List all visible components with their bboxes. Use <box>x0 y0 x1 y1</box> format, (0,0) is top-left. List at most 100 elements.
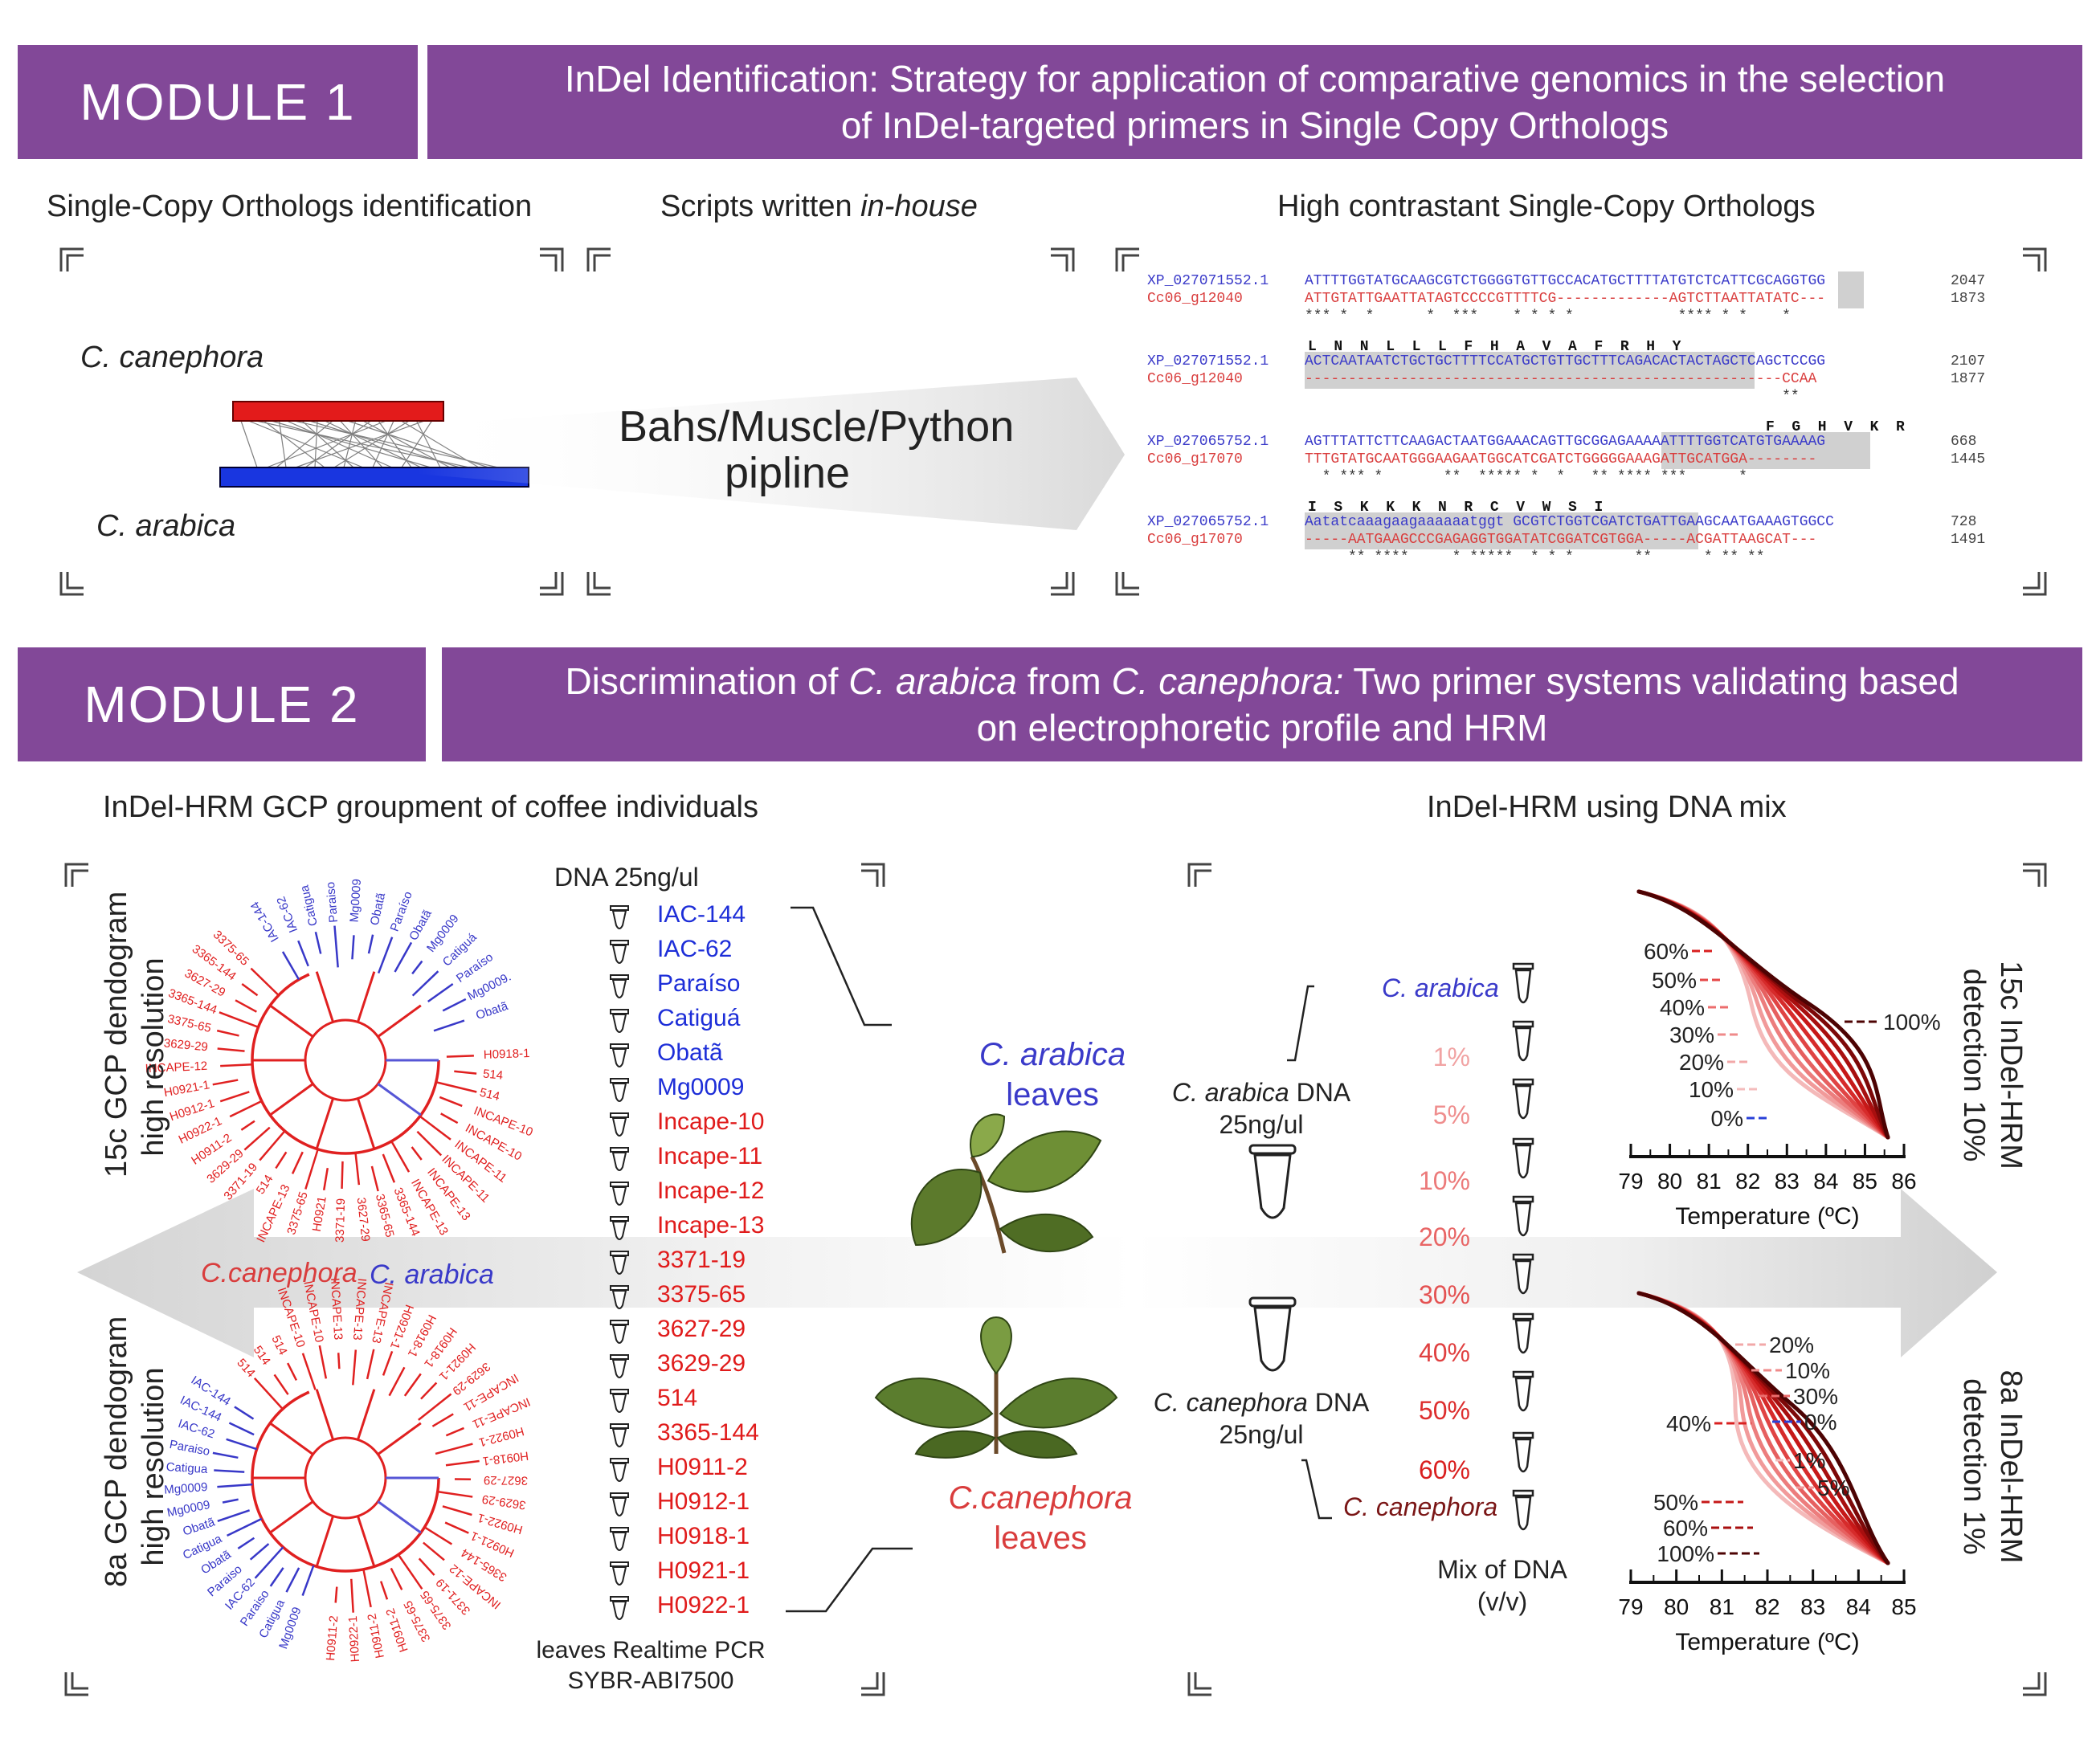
mix-tube-icon <box>1512 1370 1534 1412</box>
curve-label: 10% <box>1689 1077 1734 1102</box>
arabica-dna-tube-icon <box>1248 1144 1297 1219</box>
axis-title: Temperature (ºC) <box>1675 1203 1859 1230</box>
mix-percent-label: 20% <box>1418 1222 1470 1251</box>
curve-label: 40% <box>1666 1411 1711 1436</box>
sample-tube-icon <box>610 1251 629 1275</box>
sample-tube-icon <box>610 1492 629 1516</box>
pcr-caption: leaves Realtime PCR SYBR-ABI7500 <box>536 1637 766 1694</box>
alignment-id1: XP_027065752.1 <box>1147 434 1269 450</box>
alignment-id2: Cc06_g12040 <box>1147 291 1243 307</box>
alignment-n1: 2107 <box>1951 353 1986 369</box>
sample-label: 514 <box>657 1385 698 1411</box>
curve-label: 50% <box>1652 968 1697 993</box>
sample-tube-icon <box>610 1182 629 1206</box>
sample-label: Incape-11 <box>657 1143 763 1169</box>
comparison-arrow <box>77 1189 1997 1357</box>
alignment-id1: XP_027071552.1 <box>1147 273 1269 289</box>
axis-tick-label: 83 <box>1775 1169 1800 1194</box>
sample-label: Incape-12 <box>657 1178 765 1204</box>
curve-label: 60% <box>1663 1516 1708 1541</box>
curve-label: 30% <box>1793 1384 1838 1409</box>
axis-tick-label: 86 <box>1891 1169 1916 1194</box>
sample-tube-icon <box>610 1320 629 1344</box>
sample-tube-icon <box>610 1043 629 1067</box>
curve-label: 0% <box>1711 1106 1743 1131</box>
mix-bottom-label: C. canephora <box>1343 1492 1498 1521</box>
mix-caption: Mix of DNA (v/v) <box>1437 1555 1567 1616</box>
arabica-leaves-label: C. arabica leaves <box>979 1037 1126 1112</box>
sample-label: Catiguá <box>657 1005 741 1031</box>
subtitle-scripts: Scripts written in-house <box>660 190 978 223</box>
axis-tick-label: 84 <box>1846 1594 1871 1619</box>
dendrogram-leaf-label: Catigua <box>165 1460 208 1476</box>
canephora-leaves-icon <box>874 1316 1118 1459</box>
mix-tube-icon <box>1512 1137 1534 1179</box>
sample-label: 3371-19 <box>657 1247 746 1273</box>
curve-label: 10% <box>1785 1358 1830 1383</box>
dendrogram-leaf-label: INCAPE-13 <box>328 1277 345 1340</box>
alignment-row: F G H V K R XP_027065752.1 AGTTTATTCTTCAAG… <box>1147 419 2031 514</box>
alignment-conservation: *** * * * *** * * * * **** * * * <box>1305 308 1791 324</box>
dendrogram-leaf-label: INCAPE-13 <box>350 1278 369 1341</box>
corner-bracket <box>59 247 564 596</box>
mix-percent-label: 30% <box>1418 1280 1470 1309</box>
sample-label: H0911-2 <box>657 1454 748 1480</box>
dendrogram-leaf-label: 3627-29 <box>484 1473 528 1488</box>
mix-tube-icon <box>1512 1312 1534 1354</box>
curve-label: 40% <box>1660 995 1705 1020</box>
sample-tube-icon <box>610 1561 629 1586</box>
dendrogram-leaf-label: H0911-2 <box>324 1615 341 1662</box>
dendrogram-leaf-label: Paraiso <box>324 881 341 923</box>
subtitle-groupment: InDel-HRM GCP groupment of coffee indivi… <box>103 790 758 824</box>
alignment-s2: ----------------------------------------… <box>1305 371 1817 387</box>
curve-label: 100% <box>1883 1010 1941 1035</box>
alignment-conservation: ** **** * ***** * * * ** * ** ** <box>1305 549 1765 565</box>
alignment-n1: 668 <box>1951 434 1977 450</box>
sample-label: Paraíso <box>657 970 741 997</box>
curve-label: 60% <box>1644 939 1689 964</box>
canephora-leaves-label: C.canephora leaves <box>948 1480 1133 1556</box>
axis-tick-label: 80 <box>1657 1169 1682 1194</box>
mix-percent-label: 1% <box>1432 1043 1470 1071</box>
sample-label: H0922-1 <box>657 1592 750 1618</box>
module2-label: MODULE 2 <box>18 647 426 761</box>
arabica-dna-label: C. arabica DNA 25ng/ul <box>1171 1078 1351 1139</box>
mix-percent-label: 40% <box>1418 1338 1470 1367</box>
dendrogram-leaf-label: 3627-29 <box>354 1197 373 1243</box>
alignment-id2: Cc06_g17070 <box>1147 451 1243 467</box>
alignment-row: L N N L L L F H A V A F R H Y XP_02707155… <box>1147 339 2031 434</box>
axis-tick-label: 79 <box>1618 1594 1643 1619</box>
sample-tube-icon <box>610 1354 629 1378</box>
axis-tick-label: 85 <box>1853 1169 1877 1194</box>
amino-acid-row: F G H V K R <box>1766 419 1905 435</box>
alignment-n2: 1491 <box>1951 532 1986 548</box>
dendrogram-leaf-label: 514 <box>478 1086 500 1104</box>
alignment-id1: XP_027065752.1 <box>1147 514 1269 530</box>
mix-tube-icon <box>1512 1078 1534 1120</box>
alignment-n2: 1877 <box>1951 371 1986 387</box>
mix-tubes <box>1512 962 1534 1531</box>
pipeline-label: Bahs/Muscle/Python pipline <box>619 402 1015 497</box>
mix-tube-icon <box>1512 1489 1534 1531</box>
alignment-row: I S K K K N R C V W S I XP_027065752.1 Aat… <box>1147 500 2031 594</box>
canephora-mid-label: C.canephora <box>201 1258 357 1288</box>
curve-label: 30% <box>1669 1022 1714 1047</box>
sample-tube-icon <box>610 1458 629 1482</box>
axis-tick-label: 79 <box>1618 1169 1643 1194</box>
sample-tube-icon <box>610 974 629 998</box>
dendrogram-leaf-label: 514 <box>482 1067 504 1082</box>
alignment-n1: 2047 <box>1951 273 1986 289</box>
alignment-n2: 1873 <box>1951 291 1986 307</box>
alignment-s2: -----AATGAAGCCCGAGAGGTGGATATCGGATCGTGGA-… <box>1305 532 1817 548</box>
arabica-label: C. arabica <box>96 509 236 543</box>
axis-tick-label: 82 <box>1735 1169 1760 1194</box>
curve-label: 5% <box>1817 1475 1849 1500</box>
pipeline-arrow <box>418 378 1125 530</box>
sample-tube-icon <box>610 1112 629 1137</box>
mix-tube-icon <box>1512 962 1534 1004</box>
alignment-s2: TTTGTATGCAATGGGAAGAATGGCATCGATCTGGGGGAAA… <box>1305 451 1817 467</box>
sample-tube-icon <box>610 1078 629 1102</box>
dendrogram-leaf-label: H0921 <box>310 1195 329 1232</box>
sample-label: 3365-144 <box>657 1419 759 1446</box>
sample-label: H0912-1 <box>657 1488 750 1515</box>
